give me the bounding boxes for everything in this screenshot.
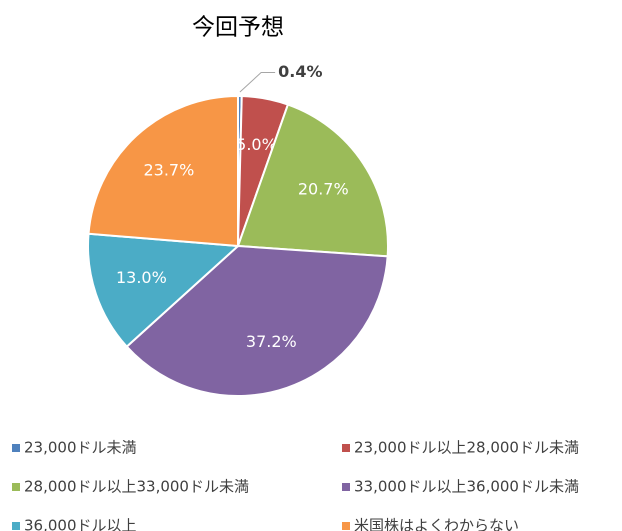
legend-label: 米国株はよくわからない xyxy=(354,517,519,531)
legend-label: 36,000ドル以上 xyxy=(24,517,137,531)
legend-swatch xyxy=(12,444,20,452)
pie-slice xyxy=(87,94,239,248)
pie-slice xyxy=(236,103,389,258)
leader-line xyxy=(239,72,276,93)
legend-swatch xyxy=(342,444,350,452)
legend-swatch xyxy=(342,522,350,530)
data-label: 37.2% xyxy=(246,332,297,351)
legend-label: 23,000ドル未満 xyxy=(24,439,137,457)
data-label: 0.4% xyxy=(278,62,322,81)
legend-swatch xyxy=(12,522,20,530)
legend-swatch xyxy=(12,483,20,491)
data-label: 13.0% xyxy=(116,268,167,287)
legend-label: 23,000ドル以上28,000ドル未満 xyxy=(354,439,579,457)
chart-title: 今回予想 xyxy=(192,15,284,41)
legend-swatch xyxy=(342,483,350,491)
legend-label: 28,000ドル以上33,000ドル未満 xyxy=(24,478,249,496)
data-label: 20.7% xyxy=(298,179,349,198)
pie-slice xyxy=(87,232,241,349)
data-label: 23.7% xyxy=(143,160,194,179)
data-label: 5.0% xyxy=(236,135,277,154)
pie-slice xyxy=(125,244,389,397)
legend-label: 33,000ドル以上36,000ドル未満 xyxy=(354,478,579,496)
